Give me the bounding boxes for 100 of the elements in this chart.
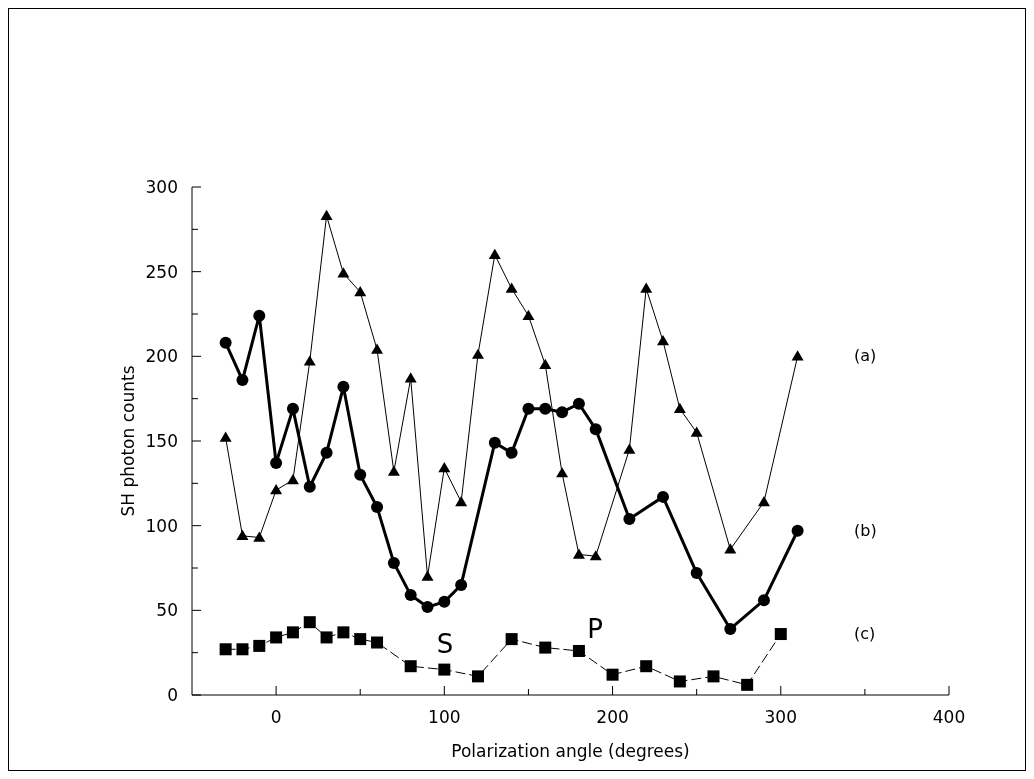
text: (a) <box>854 346 877 366</box>
y-tick-label: 0 <box>167 685 178 705</box>
point <box>387 556 400 569</box>
point <box>623 443 636 454</box>
point <box>286 473 299 485</box>
point <box>757 495 770 507</box>
point <box>438 462 451 473</box>
point <box>673 675 686 688</box>
annotation: S <box>436 629 454 659</box>
point <box>354 468 367 481</box>
point <box>623 512 636 525</box>
point <box>640 660 653 673</box>
point <box>236 643 249 656</box>
point <box>320 209 333 220</box>
point <box>791 350 804 361</box>
x-tick-label: 200 <box>596 707 629 727</box>
point <box>303 616 316 629</box>
point <box>505 446 518 459</box>
point <box>320 446 333 459</box>
point <box>741 678 754 691</box>
point <box>774 628 787 641</box>
point <box>471 670 484 683</box>
point <box>690 567 703 580</box>
point <box>270 457 283 470</box>
point <box>791 524 804 537</box>
point <box>236 529 249 541</box>
point <box>404 372 417 383</box>
point <box>404 589 417 602</box>
point <box>404 660 417 673</box>
point <box>572 397 585 410</box>
x-tick-label: 400 <box>932 707 966 727</box>
point <box>505 282 518 293</box>
x-axis-title: Polarization angle (degrees) <box>451 741 690 761</box>
point <box>320 631 333 644</box>
point <box>219 643 232 656</box>
y-tick-label: 150 <box>145 431 178 451</box>
point <box>253 639 266 652</box>
point <box>354 285 367 297</box>
point <box>438 595 451 608</box>
point <box>657 335 670 346</box>
point <box>455 495 468 507</box>
point <box>522 309 535 320</box>
point <box>371 343 384 354</box>
point <box>673 402 686 414</box>
y-tick-label: 250 <box>145 261 178 282</box>
point <box>253 531 266 542</box>
point <box>337 626 350 639</box>
point <box>572 548 585 559</box>
point <box>539 358 552 369</box>
point <box>354 633 367 646</box>
point <box>572 644 585 657</box>
point <box>556 406 569 419</box>
point <box>556 467 569 478</box>
annotation: P <box>587 614 603 644</box>
point <box>488 436 501 449</box>
point <box>657 490 670 503</box>
point <box>539 402 552 415</box>
point <box>270 631 283 644</box>
point <box>270 484 283 495</box>
y-tick-label: 100 <box>145 515 178 536</box>
y-tick-label: 50 <box>156 600 178 621</box>
point <box>219 336 232 349</box>
point <box>505 633 518 646</box>
y-tick-label: 300 <box>145 177 178 197</box>
point <box>589 550 602 561</box>
point <box>337 380 350 393</box>
point <box>286 402 299 415</box>
point <box>471 348 484 359</box>
x-tick-label: 300 <box>764 707 797 727</box>
x-tick-label: 100 <box>428 707 461 727</box>
point <box>421 570 434 581</box>
point <box>253 309 266 322</box>
point <box>589 423 602 436</box>
point <box>522 402 535 415</box>
point <box>387 465 400 476</box>
point <box>757 594 770 607</box>
point <box>371 501 384 514</box>
y-axis-title: SH photon counts <box>118 365 138 517</box>
point <box>286 626 299 639</box>
point <box>488 248 501 259</box>
point <box>707 670 720 683</box>
y-tick-label: 200 <box>145 346 178 367</box>
point <box>236 374 249 387</box>
point <box>724 622 737 635</box>
point <box>219 431 232 442</box>
point <box>724 543 737 554</box>
x-tick-label: 0 <box>270 707 282 727</box>
point <box>303 355 316 366</box>
point <box>438 663 451 676</box>
point <box>690 426 703 437</box>
point <box>640 282 653 293</box>
point <box>421 600 434 613</box>
point <box>539 641 552 654</box>
text: (c) <box>854 624 876 644</box>
point <box>337 267 350 278</box>
point <box>455 578 468 591</box>
point <box>303 480 316 493</box>
text: (b) <box>854 520 877 540</box>
point <box>371 636 384 649</box>
point <box>606 668 619 681</box>
